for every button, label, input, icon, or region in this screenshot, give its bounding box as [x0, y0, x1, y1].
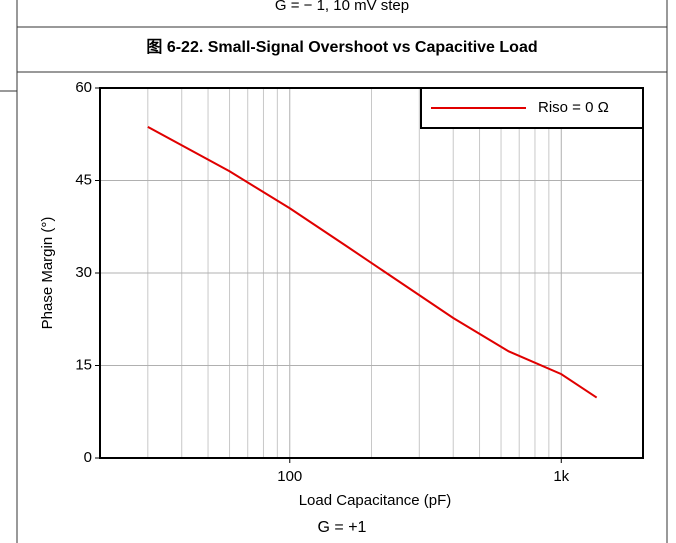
y-axis-label: Phase Margin (°): [39, 217, 56, 330]
x-tick-label: 100: [277, 468, 302, 485]
y-tick-label: 30: [75, 264, 92, 281]
x-tick-label: 1k: [553, 468, 569, 485]
caption: 图 6-22. Small-Signal Overshoot vs Capaci…: [146, 38, 537, 56]
y-tick-label: 15: [75, 356, 92, 373]
top-note: G = − 1, 10 mV step: [275, 0, 409, 14]
y-tick-label: 0: [84, 449, 92, 466]
y-tick-label: 45: [75, 171, 92, 188]
y-tick-label: 60: [75, 79, 92, 96]
plot-frame: [99, 87, 644, 459]
subtitle: G = +1: [318, 519, 367, 536]
legend-label: Riso = 0 Ω: [538, 99, 609, 116]
x-axis-label: Load Capacitance (pF): [299, 492, 452, 509]
data-line: [147, 125, 598, 399]
